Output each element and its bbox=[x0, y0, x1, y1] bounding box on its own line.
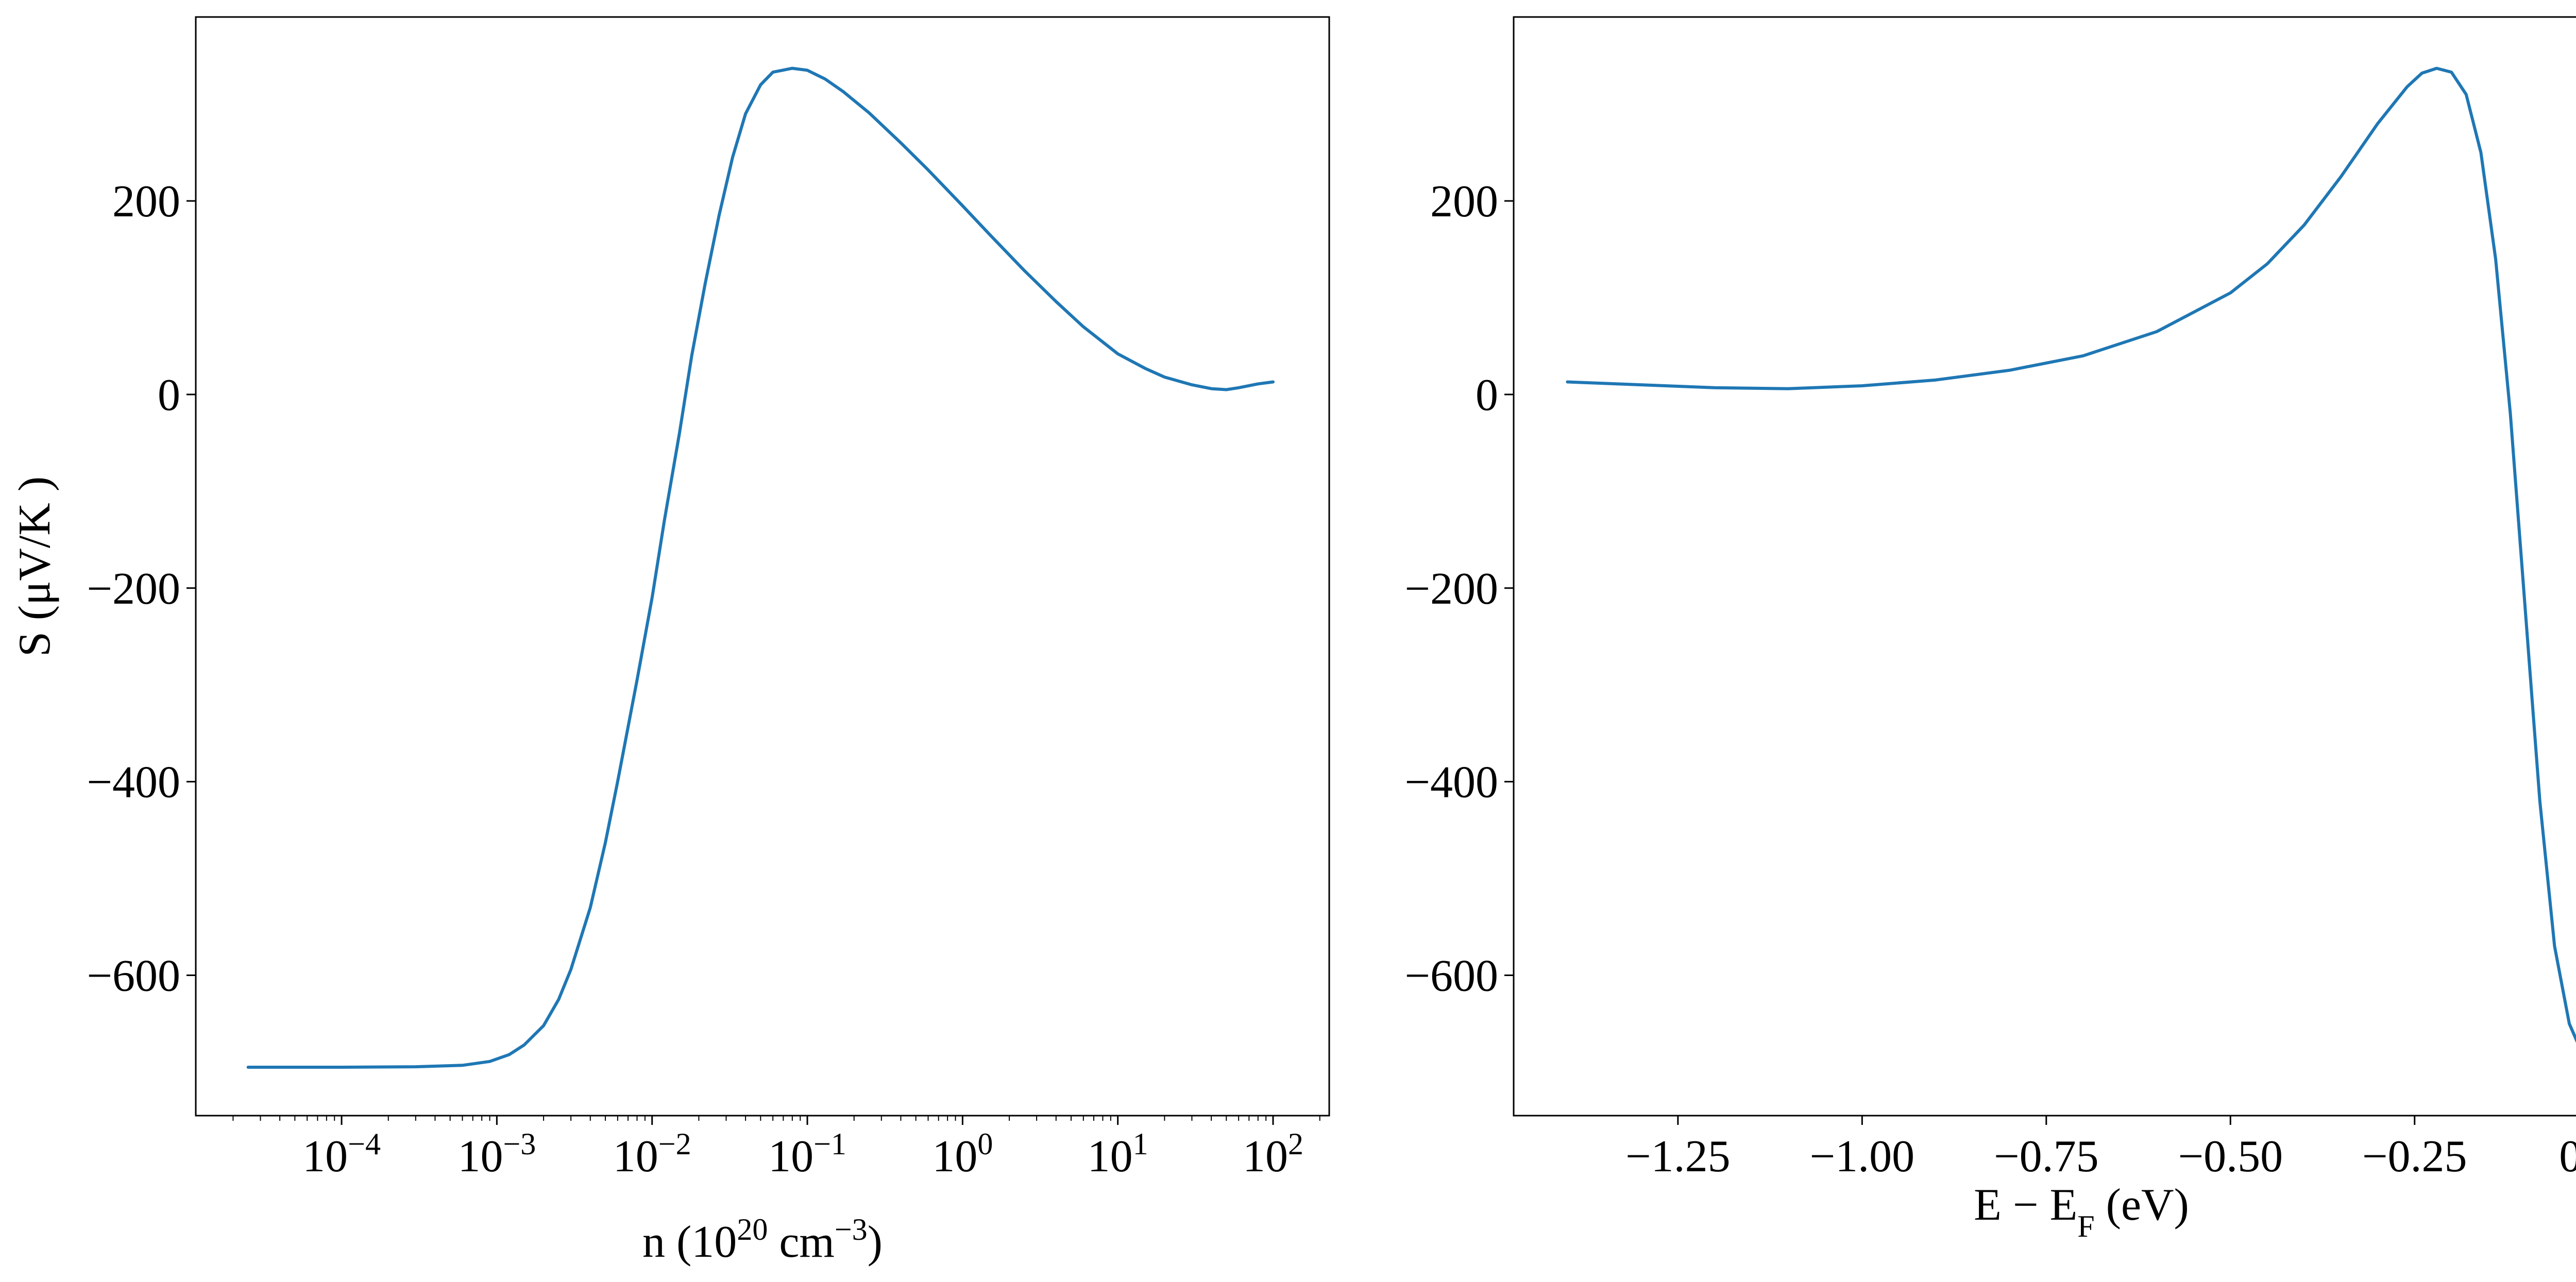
y-tick-label: 200 bbox=[112, 177, 180, 227]
x-label-unit: (eV) bbox=[2095, 1180, 2189, 1230]
x-tick-label: 102 bbox=[1243, 1127, 1303, 1182]
panel-1-y-axis-label: S (μV/K ) bbox=[10, 476, 60, 657]
x-label-unit: cm bbox=[768, 1217, 835, 1267]
panel-1-ticks: 200 0 −200 −400 −600 10−4 10−3 10−2 10−1 100 101 10… bbox=[87, 177, 1320, 1182]
x-label-close: ) bbox=[868, 1217, 883, 1267]
x-tick-label: 10−3 bbox=[457, 1127, 536, 1182]
x-label-exponent-2: −3 bbox=[835, 1212, 868, 1246]
x-label-base: E − E bbox=[1974, 1180, 2077, 1230]
y-tick-label: −600 bbox=[1404, 951, 1498, 1001]
x-tick-label: −1.25 bbox=[1625, 1132, 1731, 1182]
panel-2-ticks: 200 0 −200 −400 −600 −1.25 −1.00 −0.75 −0.50 −0.2… bbox=[1404, 177, 2576, 1182]
x-tick-label: −1.00 bbox=[1810, 1132, 1915, 1182]
x-tick-label: −0.25 bbox=[2362, 1132, 2467, 1182]
panel-2-frame bbox=[1513, 16, 2576, 1117]
x-tick-label: 0.00 bbox=[2559, 1132, 2576, 1182]
panel-1-x-axis-label: n (1020 cm−3) bbox=[642, 1212, 883, 1267]
seebeck-vs-carrier-density-panel: 200 0 −200 −400 −600 10−4 10−3 10−2 10−1 100 101 10… bbox=[10, 16, 1330, 1267]
x-tick-label: 10−1 bbox=[768, 1127, 846, 1182]
y-tick-label: −400 bbox=[87, 758, 180, 808]
x-label-subscript: F bbox=[2077, 1209, 2094, 1243]
y-tick-label: 0 bbox=[158, 370, 180, 420]
x-label-exponent-1: 20 bbox=[737, 1212, 768, 1246]
y-tick-label: −200 bbox=[1404, 564, 1498, 614]
x-label-base: n (10 bbox=[642, 1217, 737, 1267]
y-tick-label: −400 bbox=[1404, 758, 1498, 808]
x-tick-label: −0.50 bbox=[2178, 1132, 2283, 1182]
x-tick-label: 101 bbox=[1088, 1127, 1148, 1182]
x-tick-label: 10−2 bbox=[613, 1127, 691, 1182]
y-tick-label: −200 bbox=[87, 564, 180, 614]
seebeck-vs-energy-panel: 200 0 −200 −400 −600 −1.25 −1.00 −0.75 −0.50 −0.2… bbox=[1404, 16, 2576, 1243]
panel-2-series-line bbox=[1566, 66, 2576, 1043]
panel-1-series-line bbox=[246, 66, 1275, 1069]
panel-2-x-axis-label: E − EF (eV) bbox=[1974, 1180, 2189, 1243]
y-tick-label: −600 bbox=[87, 951, 180, 1001]
y-tick-label: 0 bbox=[1476, 370, 1498, 420]
y-tick-label: 200 bbox=[1430, 177, 1498, 227]
x-tick-label: 10−4 bbox=[302, 1127, 381, 1182]
panel-1-frame bbox=[195, 16, 1330, 1117]
x-tick-label: −0.75 bbox=[1994, 1132, 2099, 1182]
x-tick-label: 100 bbox=[932, 1127, 993, 1182]
